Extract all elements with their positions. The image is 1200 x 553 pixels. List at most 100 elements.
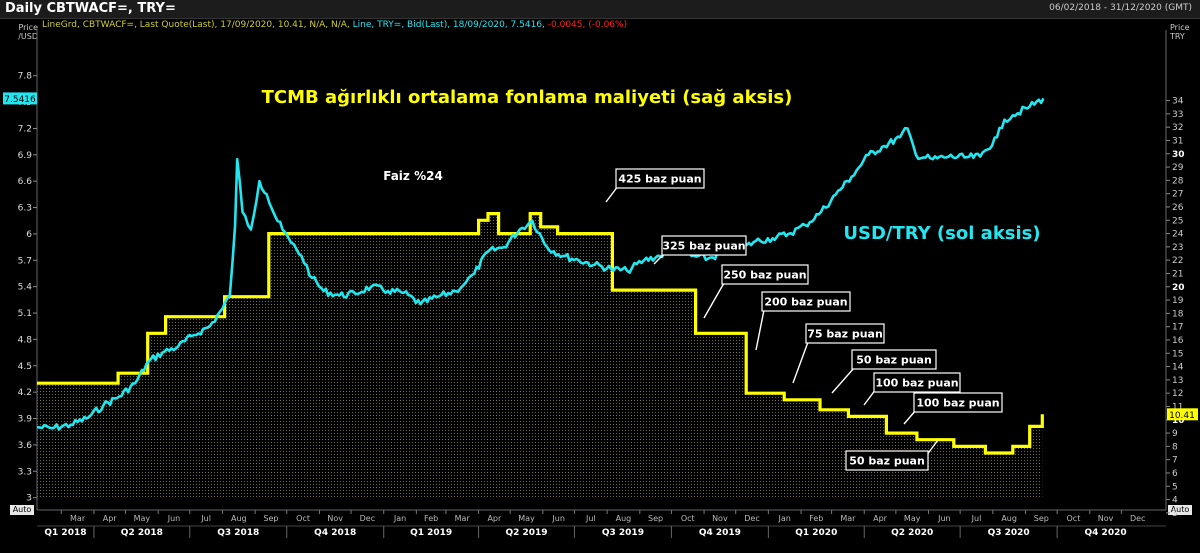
chart-title-annotation: TCMB ağırlıklı ortalama fonlama maliyeti…: [262, 87, 793, 108]
right-tick-label: 8: [1172, 442, 1178, 452]
left-axis-unit-label: Price /USD: [18, 23, 38, 41]
month-tick-label: Apr: [873, 514, 888, 523]
month-tick-label: Oct: [296, 514, 310, 523]
month-tick-label: Jun: [167, 514, 181, 523]
callout-label: 75 baz puan: [807, 328, 883, 341]
callout-label: 200 baz puan: [764, 296, 847, 309]
month-tick-label: Apr: [103, 514, 118, 523]
legend-change-text: -0.0045, (-0.06%): [547, 20, 628, 30]
right-tick-label: 33: [1172, 110, 1183, 120]
callout-box: [873, 372, 961, 393]
left-tick-label: 3.9: [18, 415, 33, 425]
right-tick-label: 29: [1172, 163, 1184, 173]
date-range-label: 06/02/2018 - 31/12/2020 (GMT): [1049, 3, 1192, 13]
right-tick-label: 25: [1172, 216, 1183, 226]
left-last-value-badge: [3, 92, 37, 105]
left-tick-label: 7.8: [18, 72, 33, 82]
left-tick-label: 5.7: [18, 256, 32, 266]
month-tick-label: Dec: [1130, 514, 1145, 523]
callout-box: [761, 291, 851, 312]
rate-annotation: Faiz %24: [383, 169, 443, 183]
left-tick-label: 4.5: [18, 362, 32, 372]
callout-label: 250 baz puan: [723, 269, 806, 282]
month-tick-label: Sep: [1034, 514, 1049, 523]
month-tick-label: Sep: [263, 514, 278, 523]
month-tick-label: Jan: [778, 514, 791, 523]
left-last-value-label: 7.5416: [4, 95, 36, 105]
callout-label: 50 baz puan: [849, 455, 925, 468]
callout-box: [845, 450, 929, 471]
month-tick-label: Jan: [393, 514, 406, 523]
left-auto-scale-button[interactable]: Auto: [10, 505, 34, 515]
quarter-tick-label: Q1 2019: [410, 528, 452, 538]
right-tick-label: 24: [1172, 230, 1184, 240]
right-tick-label: 30: [1172, 150, 1185, 160]
right-tick-label: 28: [1172, 176, 1184, 186]
callout-leader-line: [605, 185, 619, 203]
month-tick-label: Nov: [1098, 514, 1114, 523]
right-tick-label: 13: [1172, 376, 1183, 386]
callout-leader-line: [703, 282, 725, 319]
right-tick-label: 17: [1172, 323, 1183, 333]
callout-label: 50 baz puan: [856, 354, 932, 367]
right-tick-label: 18: [1172, 309, 1184, 319]
right-auto-scale-button[interactable]: Auto: [1168, 505, 1192, 515]
callout-leader-line: [653, 253, 665, 265]
right-axis-unit-label: Price TRY: [1170, 23, 1190, 41]
chart-legend: LineGrd, CBTWACF=, Last Quote(Last), 17/…: [42, 20, 627, 30]
quarter-tick-label: Q4 2020: [1085, 528, 1127, 538]
left-tick-label: 6.6: [18, 177, 33, 187]
month-tick-label: May: [134, 514, 151, 523]
month-tick-label: Aug: [1001, 514, 1017, 523]
right-tick-label: 6: [1172, 469, 1178, 479]
left-tick-label: 5.4: [18, 283, 33, 293]
month-tick-label: Nov: [327, 514, 343, 523]
quarter-tick-label: Q4 2019: [699, 528, 741, 538]
right-tick-label: 27: [1172, 190, 1183, 200]
month-tick-label: Jun: [551, 514, 565, 523]
month-tick-label: Apr: [487, 514, 502, 523]
cbt-area-fill: [37, 213, 1043, 497]
month-tick-label: May: [518, 514, 535, 523]
callout-box: [805, 323, 885, 344]
quarter-tick-label: Q4 2018: [314, 528, 356, 538]
right-tick-label: 32: [1172, 123, 1183, 133]
left-tick-label: 4.2: [18, 388, 32, 398]
right-tick-label: 26: [1172, 203, 1184, 213]
month-tick-label: Jul: [971, 514, 982, 523]
month-tick-label: Jun: [937, 514, 951, 523]
callout-label: 425 baz puan: [618, 173, 701, 186]
right-last-value-badge: [1167, 408, 1198, 421]
window-titlebar: Daily CBTWACF=, TRY= 06/02/2018 - 31/12/…: [0, 0, 1200, 19]
month-tick-label: Dec: [744, 514, 759, 523]
quarter-tick-label: Q3 2018: [217, 528, 259, 538]
left-tick-label: 3: [26, 494, 32, 504]
right-tick-label: 7: [1172, 456, 1178, 466]
left-tick-label: 7.2: [18, 124, 32, 134]
right-tick-label: 22: [1172, 256, 1183, 266]
callout-leader-line: [792, 341, 809, 384]
month-tick-label: Mar: [840, 514, 856, 523]
callout-leader-line: [831, 367, 855, 394]
month-tick-label: Mar: [70, 514, 86, 523]
month-tick-label: Jul: [200, 514, 211, 523]
month-tick-label: Oct: [1067, 514, 1081, 523]
right-tick-label: 23: [1172, 243, 1183, 253]
left-tick-label: 5.1: [18, 309, 32, 319]
month-tick-label: Mar: [455, 514, 471, 523]
month-tick-label: Sep: [648, 514, 663, 523]
callout-label: 325 baz puan: [662, 240, 745, 253]
quarter-tick-label: Q2 2020: [891, 528, 933, 538]
chart-window-title: Daily CBTWACF=, TRY=: [5, 1, 176, 16]
right-tick-label: 9: [1172, 429, 1178, 439]
quarter-tick-label: Q3 2019: [602, 528, 644, 538]
callout-label: 100 baz puan: [916, 397, 999, 410]
quarter-tick-label: Q2 2019: [505, 528, 547, 538]
left-tick-label: 6.9: [18, 151, 33, 161]
right-tick-label: 31: [1172, 136, 1183, 146]
right-tick-label: 15: [1172, 349, 1183, 359]
month-tick-label: Oct: [681, 514, 695, 523]
right-tick-label: 19: [1172, 296, 1184, 306]
right-tick-label: 10: [1172, 416, 1185, 426]
